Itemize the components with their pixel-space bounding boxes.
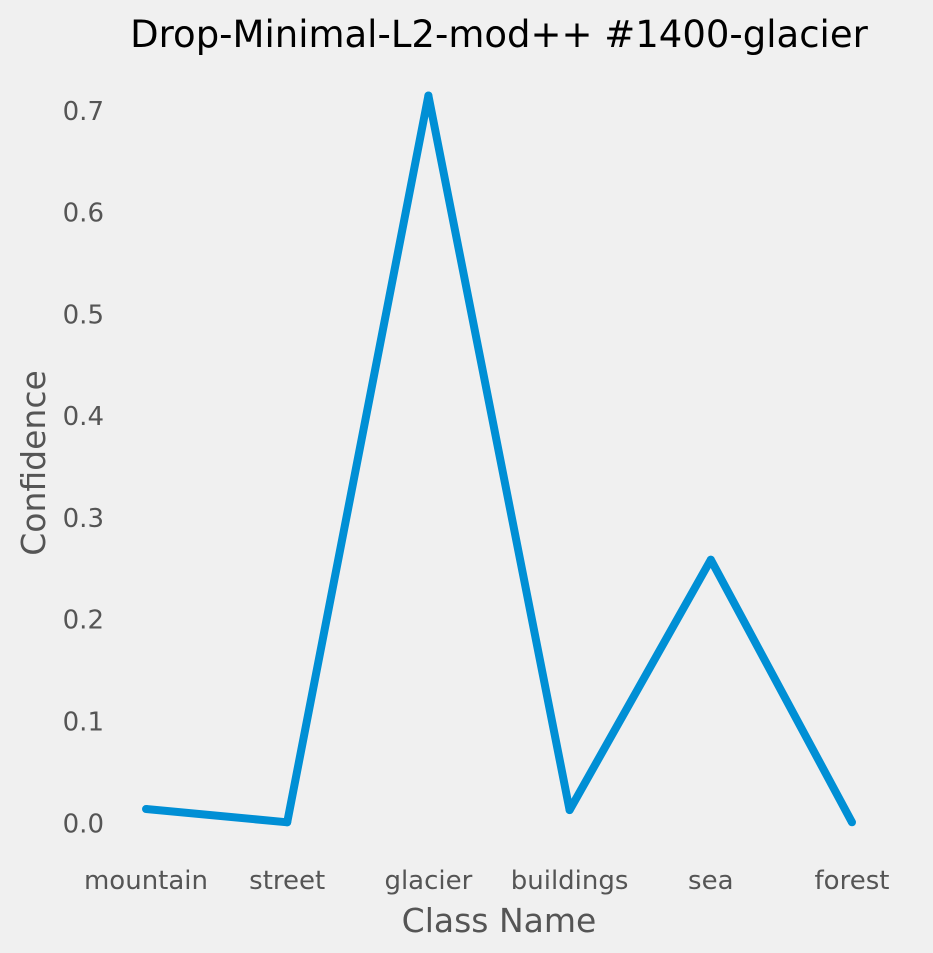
y-tick-label: 0.6 xyxy=(63,199,104,229)
data-point xyxy=(565,806,574,815)
data-point xyxy=(706,555,715,564)
y-tick-label: 0.0 xyxy=(63,809,104,839)
y-tick-label: 0.2 xyxy=(63,606,104,636)
x-tick-label: glacier xyxy=(384,866,472,896)
data-point xyxy=(142,805,150,814)
y-tick-label: 0.3 xyxy=(63,504,104,534)
y-axis-label: Confidence xyxy=(14,370,53,556)
series-layer xyxy=(142,91,856,827)
y-tick-labels: 0.0 0.1 0.2 0.3 0.4 0.5 0.6 0.7 xyxy=(63,97,104,839)
y-tick-label: 0.7 xyxy=(63,97,104,127)
series-line xyxy=(145,91,856,827)
data-point xyxy=(283,818,292,827)
data-point xyxy=(424,91,433,100)
chart-title: Drop-Minimal-L2-mod++ #1400-glacier xyxy=(130,13,868,56)
x-tick-label: mountain xyxy=(84,866,208,896)
x-tick-label: sea xyxy=(688,866,733,896)
y-tick-label: 0.1 xyxy=(63,708,104,738)
x-tick-labels: mountain street glacier buildings sea forest xyxy=(84,866,889,896)
y-tick-label: 0.5 xyxy=(63,300,104,330)
x-tick-label: forest xyxy=(815,866,890,896)
x-tick-label: buildings xyxy=(511,866,629,896)
data-point xyxy=(848,818,856,827)
x-tick-label: street xyxy=(249,866,325,896)
x-axis-label: Class Name xyxy=(402,901,597,940)
y-tick-label: 0.4 xyxy=(63,402,104,432)
